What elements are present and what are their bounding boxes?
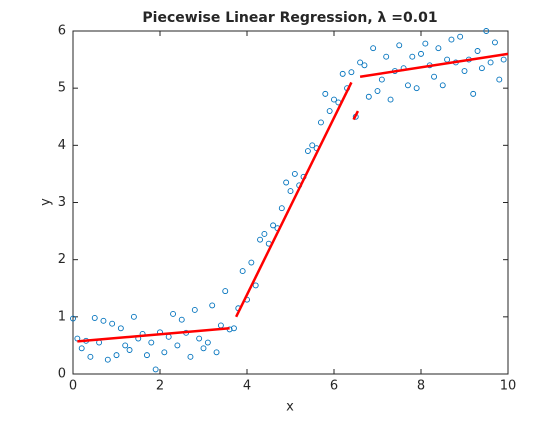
data-point [492,39,498,46]
data-point [222,288,229,295]
data-point [387,96,394,103]
data-point [161,349,168,356]
data-point [196,335,203,342]
data-point [178,316,185,323]
x-tick-label: 10 [500,379,517,394]
y-tick-label: 6 [58,24,66,39]
data-point [230,325,237,332]
data-point [370,45,377,52]
data-point [431,73,437,80]
data-point [409,53,416,60]
y-tick-label: 3 [58,195,66,210]
data-point [209,302,216,309]
data-point [104,356,111,363]
data-point [78,345,85,352]
data-point [143,352,150,359]
y-tick-label: 4 [58,138,66,153]
fit-segment [352,110,360,121]
data-point [87,353,94,360]
data-point [278,205,285,212]
data-point [109,320,116,327]
data-point [261,230,268,237]
data-point [478,65,485,72]
data-point [287,188,294,195]
data-point [204,339,211,346]
data-point [422,40,429,47]
data-point [487,59,494,66]
data-point [304,148,311,155]
data-point [326,108,333,114]
fit-segment [235,81,353,318]
data-point [252,282,259,289]
data-point [122,342,129,349]
x-tick-label: 6 [330,379,338,394]
data-point [413,85,420,92]
data-point [339,70,346,77]
data-point [500,56,507,63]
data-point [100,317,107,324]
data-point [405,82,411,89]
data-point [396,42,403,49]
data-point [448,36,455,43]
x-tick-label: 0 [69,379,77,394]
data-point [239,268,246,275]
data-point [365,93,372,100]
data-point [378,76,385,83]
data-point [470,90,477,97]
data-point [496,76,503,83]
data-point [117,325,124,332]
data-point [309,142,316,149]
fit-segment [359,52,509,78]
data-point [257,236,263,243]
x-tick-label: 8 [417,379,425,394]
data-point [331,96,337,103]
data-point [113,352,120,359]
data-point [361,62,368,69]
data-point [483,28,490,34]
data-point [174,342,181,349]
data-point [152,366,159,373]
data-point [318,119,324,126]
data-point [187,353,194,360]
data-point [70,315,76,322]
data-point [213,349,220,356]
y-axis-label: y [39,198,54,206]
data-point [439,82,446,89]
chart-title: Piecewise Linear Regression, λ =0.01 [142,10,437,26]
data-point [383,53,390,60]
data-point [374,88,381,94]
data-point [435,45,442,52]
data-point [283,179,290,186]
data-point [348,69,355,76]
x-axis-label: x [286,400,294,415]
y-tick-label: 1 [58,309,66,324]
data-point [200,345,207,352]
data-point [474,48,481,54]
plot-area [72,30,509,375]
y-tick-label: 5 [58,81,66,96]
data-point [291,170,298,177]
data-point [322,90,329,97]
data-point [130,313,137,320]
data-point [457,33,464,40]
fit-segment [77,327,230,343]
data-point [461,68,468,74]
data-point [126,347,133,353]
y-tick-label: 2 [58,252,66,267]
x-tick-label: 2 [156,379,164,394]
data-point [270,222,277,229]
x-tick-label: 4 [243,379,251,394]
data-point [170,311,177,317]
data-point [418,50,424,57]
data-point [191,307,198,313]
data-point [357,59,364,66]
data-point [148,339,155,346]
data-point [248,259,255,266]
y-tick-label: 0 [58,367,66,382]
data-point [91,315,98,321]
